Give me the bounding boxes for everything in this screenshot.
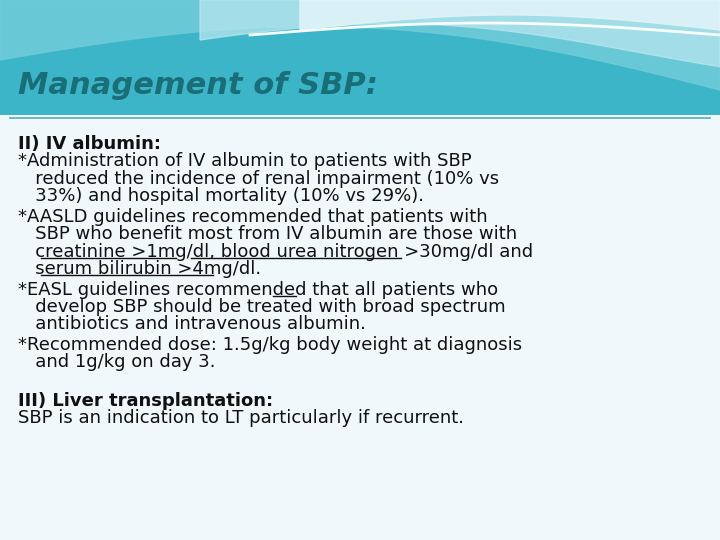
Text: *AASLD guidelines recommended that patients with: *AASLD guidelines recommended that patie… xyxy=(18,208,487,226)
Text: serum bilirubin >4mg/dl.: serum bilirubin >4mg/dl. xyxy=(18,260,261,278)
Polygon shape xyxy=(0,0,720,90)
Text: creatinine >1mg/dl, blood urea nitrogen >30mg/dl and: creatinine >1mg/dl, blood urea nitrogen … xyxy=(18,243,533,261)
Text: reduced the incidence of renal impairment (10% vs: reduced the incidence of renal impairmen… xyxy=(18,170,499,188)
FancyBboxPatch shape xyxy=(0,0,720,115)
Text: *Recommended dose: 1.5g/kg body weight at diagnosis: *Recommended dose: 1.5g/kg body weight a… xyxy=(18,336,522,354)
Text: and 1g/kg on day 3.: and 1g/kg on day 3. xyxy=(18,353,215,371)
Text: *EASL guidelines recommended that all patients who: *EASL guidelines recommended that all pa… xyxy=(18,281,498,299)
Text: 33%) and hospital mortality (10% vs 29%).: 33%) and hospital mortality (10% vs 29%)… xyxy=(18,187,424,205)
Text: Management of SBP:: Management of SBP: xyxy=(18,71,378,99)
Polygon shape xyxy=(200,0,720,67)
Text: antibiotics and intravenous albumin.: antibiotics and intravenous albumin. xyxy=(18,315,366,333)
Text: III) Liver transplantation:: III) Liver transplantation: xyxy=(18,392,273,410)
Text: *Administration of IV albumin to patients with SBP: *Administration of IV albumin to patient… xyxy=(18,152,472,170)
Text: develop SBP should be treated with broad spectrum: develop SBP should be treated with broad… xyxy=(18,298,505,316)
Text: II) IV albumin:: II) IV albumin: xyxy=(18,135,161,153)
Text: SBP is an indication to LT particularly if recurrent.: SBP is an indication to LT particularly … xyxy=(18,409,464,427)
Text: SBP who benefit most from IV albumin are those with: SBP who benefit most from IV albumin are… xyxy=(18,225,517,243)
Polygon shape xyxy=(300,0,720,30)
